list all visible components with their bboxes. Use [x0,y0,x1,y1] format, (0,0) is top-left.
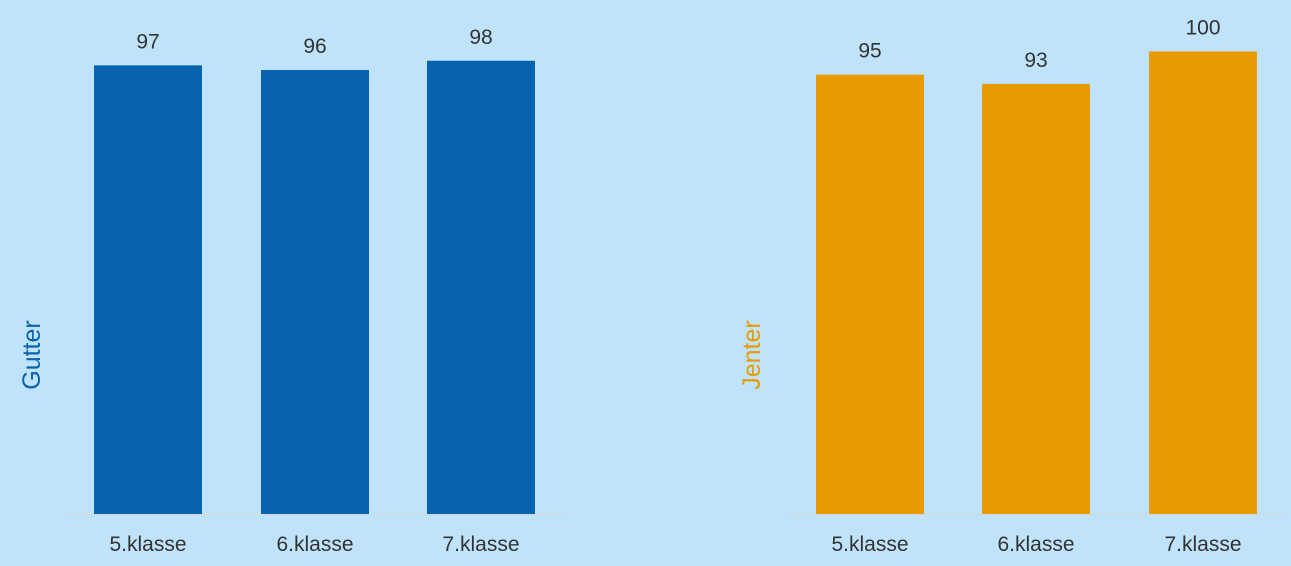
jenter-bar-2 [982,83,1090,514]
jenter-x-tick-label-2: 6.klasse [997,533,1074,556]
gutter-x-tick-label-1: 5.klasse [109,533,186,556]
gutter-x-tick-label-3: 7.klasse [442,533,519,556]
gutter-data-label-3: 98 [469,26,492,49]
gutter-y-axis-label: Gutter [18,320,46,389]
jenter-y-axis-label: Jenter [738,320,766,389]
gutter-data-label-1: 97 [136,30,159,53]
gutter-x-tick-label-2: 6.klasse [276,533,353,556]
gutter-bar-1 [94,65,202,514]
jenter-bar-1 [816,74,924,514]
jenter-data-label-3: 100 [1185,17,1220,40]
jenter-data-label-1: 95 [858,40,881,63]
jenter-data-label-2: 93 [1024,49,1047,72]
jenter-bar-3 [1149,51,1257,514]
gutter-bar-2 [261,70,369,514]
jenter-x-tick-label-3: 7.klasse [1164,533,1241,556]
jenter-x-tick-label-1: 5.klasse [831,533,908,556]
gutter-data-label-2: 96 [303,35,326,58]
gutter-bar-3 [427,60,535,514]
